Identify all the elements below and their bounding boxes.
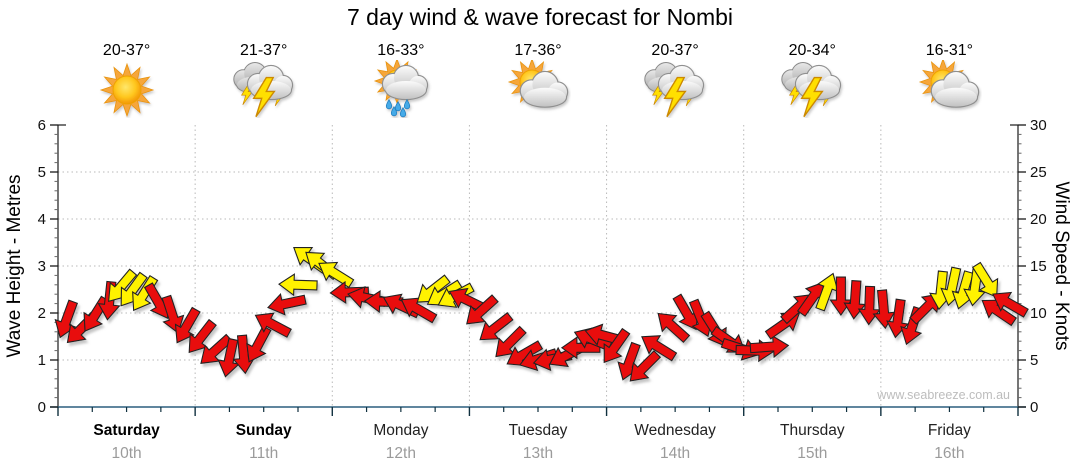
wind-arrow — [629, 350, 662, 382]
wind-arrow — [161, 294, 185, 334]
day-name-label: Friday — [927, 422, 971, 439]
weather-icon-sunny — [99, 62, 154, 118]
wind-arrow — [448, 287, 487, 313]
wind-arrow — [174, 306, 201, 344]
day-icon-holder — [231, 60, 297, 123]
wind-arrow — [400, 297, 438, 324]
weather-icon-sun-showers — [373, 57, 428, 118]
sun-core — [112, 75, 142, 105]
wind-arrow — [188, 318, 217, 354]
wind-arrow — [217, 337, 240, 378]
day-icon-holder — [505, 57, 571, 123]
day-icon-holder — [94, 60, 160, 123]
wind-arrow — [200, 333, 234, 364]
day-name-label: Saturday — [93, 422, 160, 439]
weather-icon-thunderstorm — [781, 62, 842, 118]
wind-arrows-layer — [54, 247, 1029, 382]
raindrop-icon — [385, 99, 392, 110]
raindrop-icon — [394, 101, 401, 112]
wind-arrow — [495, 325, 527, 358]
lightning-bolt-icon — [800, 76, 825, 118]
wind-arrow — [278, 273, 318, 297]
y-tick-label: 25 — [1030, 164, 1047, 181]
day-temp-label: 16-31° — [925, 42, 974, 59]
wind-arrow — [641, 335, 678, 362]
y-tick-label: 4 — [38, 211, 46, 228]
wind-arrow — [657, 312, 691, 344]
day-icon-holder — [916, 57, 982, 123]
y-tick-label: 2 — [38, 305, 46, 322]
lightning-bolt-icon — [663, 76, 687, 118]
day-date-label: 10th — [111, 445, 142, 462]
wind-arrow — [479, 311, 514, 341]
y-tick-label: 0 — [38, 399, 46, 416]
right-axis-title: Wind Speed - Knots — [1051, 181, 1072, 351]
day-icon-holder — [368, 57, 434, 123]
day-date-label: 11th — [249, 445, 279, 462]
wind-arrow — [872, 289, 896, 330]
y-tick-label: 6 — [38, 117, 46, 134]
left-axis-title: Wave Height - Metres — [4, 174, 25, 358]
y-tick-label: 20 — [1030, 211, 1047, 228]
wind-arrow — [981, 299, 1018, 327]
day-date-label: 15th — [797, 445, 828, 462]
day-name-label: Wednesday — [634, 422, 716, 439]
wind-arrow — [254, 312, 292, 338]
wind-arrow — [318, 261, 355, 289]
weather-icon-partly-cloudy — [919, 57, 980, 108]
y-tick-label: 5 — [38, 164, 46, 181]
raindrop-icon — [403, 99, 410, 110]
weather-icon-thunderstorm — [644, 62, 705, 118]
day-temp-label: 20-37° — [651, 42, 699, 59]
day-name-label: Sunday — [235, 422, 292, 439]
day-temp-label: 16-33° — [377, 42, 425, 59]
wind-arrow — [603, 327, 631, 364]
day-date-label: 12th — [385, 445, 416, 462]
day-temp-label: 20-34° — [788, 42, 836, 59]
day-temp-label: 21-37° — [240, 42, 288, 59]
y-tick-label: 30 — [1030, 117, 1047, 134]
cloud-shape — [931, 70, 980, 108]
day-icon-holder — [779, 60, 845, 123]
wind-arrow — [992, 291, 1029, 318]
cloud-shape — [519, 70, 569, 108]
y-tick-label: 5 — [1030, 352, 1038, 369]
day-temp-label: 20-37° — [102, 42, 151, 59]
lightning-bolt-icon — [252, 76, 276, 118]
cloud-shape — [381, 64, 428, 101]
y-tick-label: 1 — [38, 352, 46, 369]
day-date-label: 16th — [934, 445, 965, 462]
y-tick-label: 3 — [38, 258, 46, 275]
wind-arrow — [749, 335, 790, 359]
chart-title: 7 day wind & wave forecast for Nombi — [346, 4, 734, 30]
day-name-label: Thursday — [779, 422, 845, 439]
day-date-label: 14th — [660, 445, 691, 462]
day-name-label: Tuesday — [508, 422, 568, 439]
day-icon-holder — [642, 60, 708, 123]
weather-icon-thunderstorm — [232, 62, 293, 118]
y-tick-label: 0 — [1030, 399, 1038, 416]
raindrop-icon — [399, 107, 406, 118]
wind-arrow — [815, 272, 839, 312]
wind-arrow — [971, 261, 999, 298]
y-tick-label: 10 — [1030, 305, 1047, 322]
y-tick-label: 15 — [1030, 258, 1047, 275]
wind-arrow — [466, 294, 499, 325]
wind-arrow — [267, 293, 307, 316]
weather-icon-partly-cloudy — [507, 57, 569, 108]
day-date-label: 13th — [522, 445, 554, 462]
watermark-text: www.seabreeze.com.au — [877, 388, 1010, 402]
wind-arrow — [672, 293, 699, 331]
day-temp-label: 17-36° — [514, 42, 562, 59]
day-name-label: Monday — [373, 422, 429, 439]
wind-arrow — [246, 325, 272, 363]
raindrop-icon — [390, 106, 397, 117]
